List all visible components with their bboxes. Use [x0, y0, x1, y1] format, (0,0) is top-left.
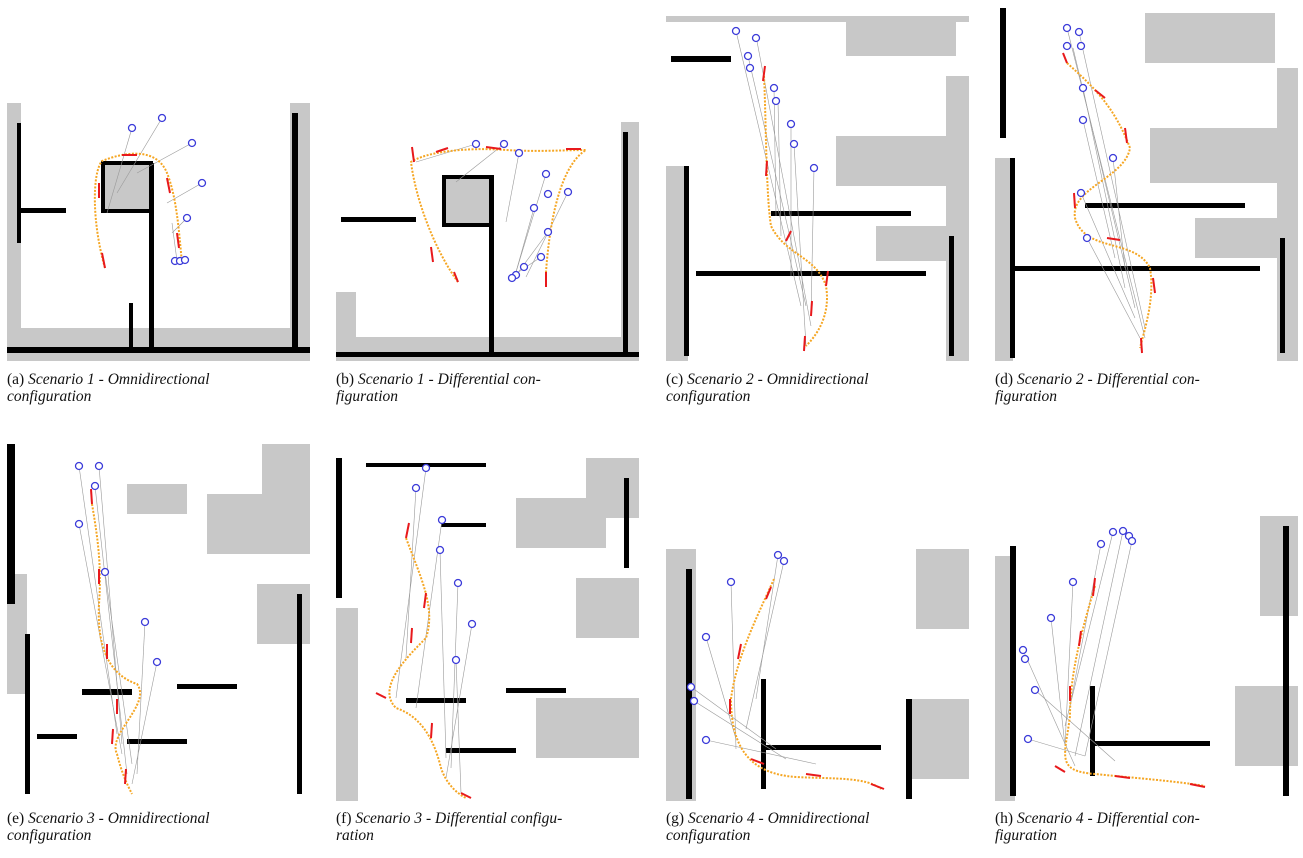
caption-text-c-line1: Scenario 2 - Omnidirectional: [687, 371, 869, 388]
map-image-f: [336, 458, 639, 801]
map-image-a: [7, 103, 310, 361]
caption-label-g: (g): [666, 810, 685, 827]
map-image-b: [336, 122, 639, 361]
caption-label-h: (h): [995, 810, 1014, 827]
caption-text-g-line2: configuration: [666, 827, 751, 844]
figure-caption-d: (d) Scenario 2 - Differential con- figur…: [995, 371, 1298, 405]
caption-label-a: (a): [7, 371, 25, 388]
caption-text-c-line2: configuration: [666, 388, 751, 405]
caption-text-g-line1: Scenario 4 - Omnidirectional: [687, 810, 870, 827]
figure-caption-f: (f) Scenario 3 - Differential configu- r…: [336, 810, 641, 844]
figure-caption-a: (a) Scenario 1 - Omnidirectional configu…: [7, 371, 312, 405]
caption-text-f-line1: Scenario 3 - Differential configu-: [355, 810, 563, 827]
caption-label-e: (e): [7, 810, 25, 827]
caption-text-d-line2: figuration: [995, 388, 1058, 405]
caption-text-h-line1: Scenario 4 - Differential con-: [1016, 810, 1200, 827]
caption-label-b: (b): [336, 371, 355, 388]
caption-text-f-line2: ration: [336, 827, 374, 844]
map-image-g: [666, 549, 969, 801]
caption-text-d-line1: Scenario 2 - Differential con-: [1016, 371, 1200, 388]
caption-text-a-line1: Scenario 1 - Omnidirectional: [28, 371, 210, 388]
caption-label-d: (d): [995, 371, 1014, 388]
caption-text-b-line2: figuration: [336, 388, 399, 405]
figure-caption-e: (e) Scenario 3 - Omnidirectional configu…: [7, 810, 312, 844]
figure-caption-b: (b) Scenario 1 - Differential con- figur…: [336, 371, 641, 405]
figure-caption-g: (g) Scenario 4 - Omnidirectional configu…: [666, 810, 971, 844]
caption-label-c: (c): [666, 371, 684, 388]
figure-caption-h: (h) Scenario 4 - Differential con- figur…: [995, 810, 1298, 844]
map-image-d: [995, 8, 1298, 361]
map-image-e: [7, 444, 310, 801]
caption-text-e-line1: Scenario 3 - Omnidirectional: [28, 810, 210, 827]
caption-text-e-line2: configuration: [7, 827, 92, 844]
caption-text-b-line1: Scenario 1 - Differential con-: [357, 371, 541, 388]
caption-label-f: (f): [336, 810, 352, 827]
figure-caption-c: (c) Scenario 2 - Omnidirectional configu…: [666, 371, 971, 405]
map-image-c: [666, 16, 969, 361]
caption-text-h-line2: figuration: [995, 827, 1058, 844]
caption-text-a-line2: configuration: [7, 388, 92, 405]
map-image-h: [995, 516, 1298, 801]
